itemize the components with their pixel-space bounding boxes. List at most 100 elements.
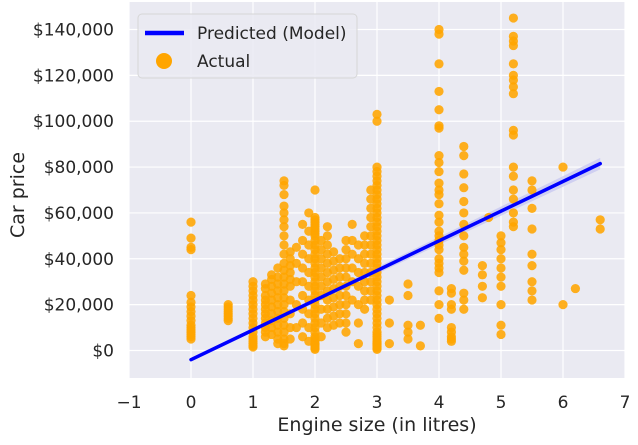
data-point (434, 105, 444, 115)
data-point (459, 231, 469, 241)
data-point (459, 183, 469, 193)
data-point (496, 254, 506, 264)
x-tick-label: 5 (496, 393, 507, 413)
data-point (595, 224, 605, 234)
data-point (434, 199, 444, 209)
data-point (291, 242, 301, 252)
data-point (434, 267, 444, 278)
data-point (434, 59, 444, 69)
y-tick-label: $20,000 (44, 296, 114, 316)
y-tick-label: $0 (92, 341, 114, 361)
data-point (372, 344, 382, 354)
x-tick-label: 6 (558, 393, 569, 413)
data-point (403, 279, 413, 289)
y-tick-label: $80,000 (44, 158, 114, 178)
x-tick-label: 4 (434, 393, 445, 413)
data-point (508, 130, 518, 140)
legend-label-predicted: Predicted (Model) (197, 24, 347, 44)
data-point (403, 290, 413, 301)
data-point (459, 256, 469, 266)
data-point (310, 344, 320, 354)
y-tick-labels: $0 $20,000 $40,000 $60,000 $80,000 $100,000 $1… (33, 21, 114, 362)
data-point (508, 194, 518, 204)
data-point (459, 265, 469, 275)
data-point (459, 288, 469, 298)
data-point (279, 215, 289, 225)
data-point (279, 231, 289, 241)
data-point (508, 82, 518, 92)
data-point (434, 123, 444, 133)
data-point (434, 210, 444, 220)
data-point (372, 109, 382, 119)
data-point (186, 334, 196, 344)
y-axis-label: Car price (7, 152, 29, 238)
data-point (477, 270, 487, 280)
data-point (279, 208, 289, 218)
data-point (186, 245, 196, 255)
data-point (248, 342, 258, 352)
x-tick-label: 0 (186, 393, 197, 413)
data-point (403, 327, 413, 337)
data-point (434, 300, 444, 310)
scatter-layer (186, 13, 605, 354)
data-point (527, 203, 537, 213)
data-point (322, 240, 332, 250)
legend-label-actual: Actual (197, 52, 250, 72)
x-tick-labels: −1 0 1 2 3 4 5 6 7 (116, 393, 630, 413)
legend-point-swatch (156, 53, 172, 69)
legend-box (137, 13, 358, 79)
data-point (341, 318, 351, 328)
data-point (415, 341, 425, 351)
data-point (508, 162, 518, 172)
data-point (434, 313, 444, 323)
data-point (459, 304, 469, 314)
data-point (508, 13, 518, 23)
data-point (279, 240, 289, 250)
data-point (459, 295, 469, 305)
data-point (329, 247, 339, 257)
data-point (508, 40, 518, 51)
data-point (384, 318, 394, 328)
data-point (279, 201, 289, 211)
data-point (285, 334, 295, 344)
data-point (527, 261, 537, 271)
data-point (527, 286, 537, 296)
data-point (446, 288, 456, 298)
data-point (341, 309, 351, 319)
x-tick-label: 7 (620, 393, 631, 413)
data-point (285, 267, 295, 278)
data-point (496, 320, 506, 330)
data-point (527, 277, 537, 287)
legend: Predicted (Model) Actual (137, 13, 358, 79)
data-point (570, 283, 581, 294)
data-point (496, 300, 506, 310)
data-point (508, 89, 518, 99)
data-point (477, 261, 487, 271)
data-point (459, 249, 469, 259)
data-point (223, 316, 233, 326)
y-tick-label: $60,000 (44, 204, 114, 224)
data-point (434, 86, 444, 97)
data-point (403, 334, 413, 344)
data-point (316, 332, 326, 342)
y-tick-label: $140,000 (33, 21, 114, 41)
data-point (459, 151, 469, 161)
data-point (558, 300, 568, 310)
data-point (415, 320, 425, 330)
data-point (459, 242, 469, 252)
data-point (527, 224, 537, 234)
data-point (446, 304, 456, 314)
data-point (508, 185, 518, 195)
data-point (186, 290, 196, 301)
data-point (508, 75, 518, 85)
y-tick-label: $40,000 (44, 250, 114, 270)
data-point (508, 208, 518, 218)
data-point (434, 167, 444, 177)
data-point (434, 157, 444, 168)
data-point (403, 320, 413, 330)
data-point (360, 304, 370, 314)
data-point (496, 272, 506, 282)
data-point (496, 245, 506, 255)
data-point (310, 185, 320, 195)
